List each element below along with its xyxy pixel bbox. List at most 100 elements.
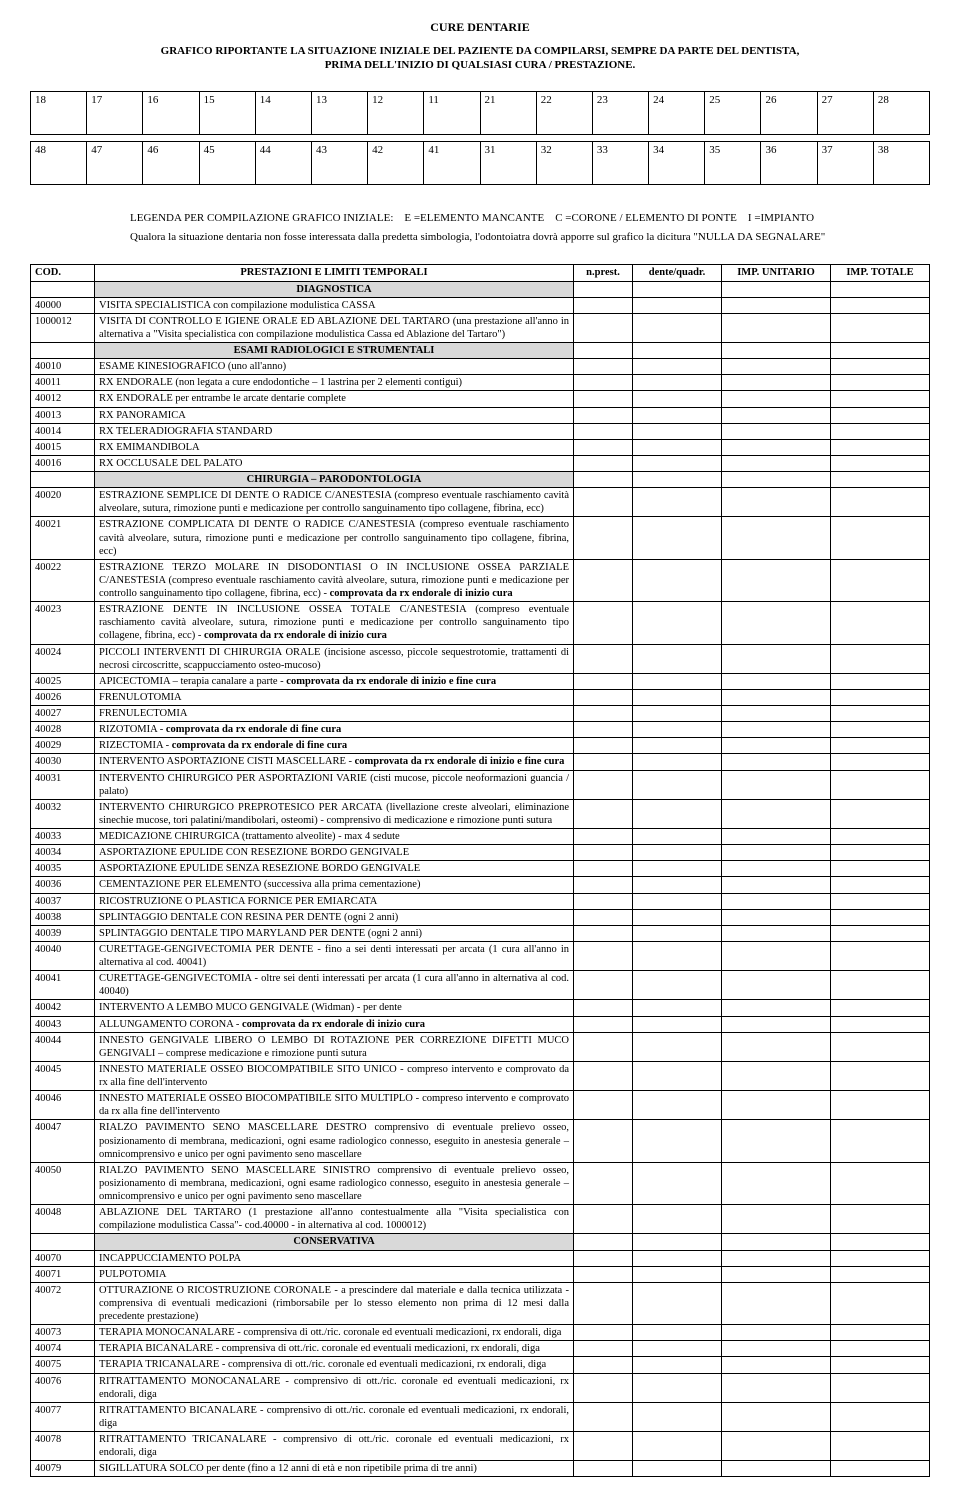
- cell-input[interactable]: [831, 488, 930, 517]
- cell-input[interactable]: [831, 799, 930, 828]
- cell-input[interactable]: [574, 909, 633, 925]
- cell-input[interactable]: [574, 706, 633, 722]
- tooth-cell[interactable]: 43: [311, 142, 367, 185]
- cell-input[interactable]: [722, 1120, 831, 1162]
- tooth-cell[interactable]: 21: [480, 92, 536, 135]
- tooth-cell[interactable]: 23: [592, 92, 648, 135]
- cell-input[interactable]: [722, 559, 831, 601]
- cell-input[interactable]: [831, 1282, 930, 1324]
- cell-input[interactable]: [831, 407, 930, 423]
- cell-input[interactable]: [633, 738, 722, 754]
- cell-input[interactable]: [722, 722, 831, 738]
- cell-input[interactable]: [831, 689, 930, 705]
- cell-input[interactable]: [574, 1325, 633, 1341]
- cell-input[interactable]: [574, 375, 633, 391]
- tooth-cell[interactable]: 18: [31, 92, 87, 135]
- cell-input[interactable]: [633, 1162, 722, 1204]
- tooth-cell[interactable]: 11: [424, 92, 480, 135]
- cell-input[interactable]: [574, 1357, 633, 1373]
- cell-input[interactable]: [633, 559, 722, 601]
- cell-input[interactable]: [633, 1120, 722, 1162]
- tooth-cell[interactable]: 32: [536, 142, 592, 185]
- cell-input[interactable]: [722, 799, 831, 828]
- cell-input[interactable]: [633, 1266, 722, 1282]
- cell-input[interactable]: [633, 1205, 722, 1234]
- cell-input[interactable]: [831, 1205, 930, 1234]
- tooth-cell[interactable]: 26: [761, 92, 817, 135]
- cell-input[interactable]: [574, 359, 633, 375]
- cell-input[interactable]: [722, 1341, 831, 1357]
- cell-input[interactable]: [722, 1061, 831, 1090]
- tooth-cell[interactable]: 34: [649, 142, 705, 185]
- cell-input[interactable]: [574, 391, 633, 407]
- cell-input[interactable]: [722, 297, 831, 313]
- tooth-cell[interactable]: 22: [536, 92, 592, 135]
- cell-input[interactable]: [574, 971, 633, 1000]
- cell-input[interactable]: [633, 829, 722, 845]
- cell-input[interactable]: [633, 375, 722, 391]
- cell-input[interactable]: [722, 391, 831, 407]
- cell-input[interactable]: [574, 1162, 633, 1204]
- cell-input[interactable]: [574, 1250, 633, 1266]
- cell-input[interactable]: [633, 423, 722, 439]
- cell-input[interactable]: [633, 488, 722, 517]
- cell-input[interactable]: [722, 1091, 831, 1120]
- cell-input[interactable]: [633, 893, 722, 909]
- cell-input[interactable]: [722, 407, 831, 423]
- cell-input[interactable]: [574, 297, 633, 313]
- cell-input[interactable]: [831, 877, 930, 893]
- cell-input[interactable]: [831, 1432, 930, 1461]
- cell-input[interactable]: [633, 1061, 722, 1090]
- cell-input[interactable]: [722, 1016, 831, 1032]
- cell-input[interactable]: [831, 391, 930, 407]
- cell-input[interactable]: [633, 1016, 722, 1032]
- cell-input[interactable]: [722, 1461, 831, 1477]
- cell-input[interactable]: [722, 706, 831, 722]
- cell-input[interactable]: [831, 517, 930, 559]
- tooth-cell[interactable]: 33: [592, 142, 648, 185]
- cell-input[interactable]: [722, 1282, 831, 1324]
- tooth-cell[interactable]: 36: [761, 142, 817, 185]
- cell-input[interactable]: [574, 1205, 633, 1234]
- cell-input[interactable]: [633, 602, 722, 644]
- cell-input[interactable]: [722, 1266, 831, 1282]
- cell-input[interactable]: [831, 297, 930, 313]
- cell-input[interactable]: [574, 722, 633, 738]
- cell-input[interactable]: [831, 861, 930, 877]
- tooth-cell[interactable]: 16: [143, 92, 199, 135]
- cell-input[interactable]: [722, 1373, 831, 1402]
- cell-input[interactable]: [633, 1461, 722, 1477]
- cell-input[interactable]: [831, 1061, 930, 1090]
- tooth-cell[interactable]: 42: [368, 142, 424, 185]
- cell-input[interactable]: [633, 1432, 722, 1461]
- cell-input[interactable]: [831, 893, 930, 909]
- tooth-cell[interactable]: 17: [87, 92, 143, 135]
- cell-input[interactable]: [831, 845, 930, 861]
- cell-input[interactable]: [574, 1266, 633, 1282]
- cell-input[interactable]: [831, 909, 930, 925]
- cell-input[interactable]: [633, 861, 722, 877]
- cell-input[interactable]: [574, 1091, 633, 1120]
- cell-input[interactable]: [722, 423, 831, 439]
- tooth-cell[interactable]: 12: [368, 92, 424, 135]
- cell-input[interactable]: [831, 559, 930, 601]
- cell-input[interactable]: [722, 1032, 831, 1061]
- cell-input[interactable]: [574, 313, 633, 342]
- cell-input[interactable]: [574, 754, 633, 770]
- cell-input[interactable]: [574, 644, 633, 673]
- cell-input[interactable]: [633, 770, 722, 799]
- cell-input[interactable]: [722, 359, 831, 375]
- cell-input[interactable]: [633, 1091, 722, 1120]
- cell-input[interactable]: [831, 1032, 930, 1061]
- cell-input[interactable]: [633, 1250, 722, 1266]
- cell-input[interactable]: [831, 1016, 930, 1032]
- cell-input[interactable]: [722, 1000, 831, 1016]
- cell-input[interactable]: [574, 1341, 633, 1357]
- tooth-cell[interactable]: 15: [199, 92, 255, 135]
- tooth-cell[interactable]: 46: [143, 142, 199, 185]
- cell-input[interactable]: [831, 754, 930, 770]
- cell-input[interactable]: [831, 313, 930, 342]
- cell-input[interactable]: [574, 1016, 633, 1032]
- cell-input[interactable]: [831, 706, 930, 722]
- cell-input[interactable]: [831, 925, 930, 941]
